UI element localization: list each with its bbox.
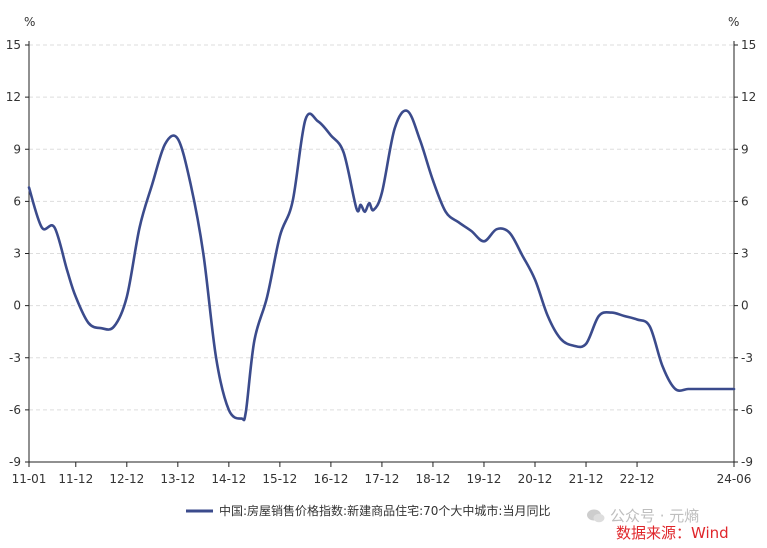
series-line: [27, 109, 736, 422]
y-tick-label-left: -6: [9, 403, 21, 417]
y-tick-label-left: 9: [13, 142, 21, 156]
y-tick-label-left: -3: [9, 351, 21, 365]
x-tick-label: 14-12: [211, 472, 246, 486]
right-unit-label: %: [728, 15, 739, 29]
x-tick-label: 13-12: [160, 472, 195, 486]
x-tick-label: 17-12: [364, 472, 399, 486]
wechat-icon: [587, 509, 605, 523]
x-tick-label: 12-12: [109, 472, 144, 486]
y-tick-label-left: -9: [9, 455, 21, 469]
y-tick-label-right: 6: [741, 194, 749, 208]
y-tick-label-right: 9: [741, 142, 749, 156]
y-tick-label-right: -6: [741, 403, 753, 417]
x-axis-ticks: 11-01 11-12 12-12 13-12 14-12 15-12 16-12 17-12…: [12, 472, 752, 486]
watermark: 公众号 · 元熵: [586, 505, 699, 526]
y-axis-left-ticks: 15 12 9 6 3 0 -3 -6 -9: [6, 38, 21, 469]
y-tick-label-left: 15: [6, 38, 21, 52]
legend: 中国:房屋销售价格指数:新建商品住宅:70个大中城市:当月同比: [186, 503, 550, 518]
y-tick-label-right: -3: [741, 351, 753, 365]
x-tick-label: 21-12: [569, 472, 604, 486]
x-tick-label: 20-12: [518, 472, 553, 486]
y-tick-label-right: 15: [741, 38, 756, 52]
y-tick-label-left: 3: [13, 247, 21, 261]
y-tick-label-right: -9: [741, 455, 753, 469]
y-tick-label-right: 3: [741, 247, 749, 261]
x-tick-label: 24-06: [717, 472, 752, 486]
left-unit-label: %: [24, 15, 35, 29]
grid-lines: [29, 44, 734, 411]
y-tick-label-left: 6: [13, 194, 21, 208]
watermark-text: 公众号 · 元熵: [610, 507, 700, 525]
x-tick-label: 16-12: [313, 472, 348, 486]
x-tick-label: 15-12: [262, 472, 297, 486]
y-tick-label-left: 0: [13, 299, 21, 313]
x-tick-label: 11-12: [58, 472, 93, 486]
y-tick-label-right: 12: [741, 90, 756, 104]
x-tick-label: 19-12: [467, 472, 502, 486]
source-note: 数据来源：Wind: [616, 524, 729, 542]
y-tick-label-left: 12: [6, 90, 21, 104]
x-tick-label: 22-12: [620, 472, 655, 486]
y-axis-right-ticks: 15 12 9 6 3 0 -3 -6 -9: [741, 38, 756, 469]
x-tick-label: 11-01: [12, 472, 47, 486]
axes: [25, 41, 738, 467]
y-tick-label-right: 0: [741, 299, 749, 313]
x-tick-label: 18-12: [416, 472, 451, 486]
legend-label: 中国:房屋销售价格指数:新建商品住宅:70个大中城市:当月同比: [219, 503, 550, 518]
